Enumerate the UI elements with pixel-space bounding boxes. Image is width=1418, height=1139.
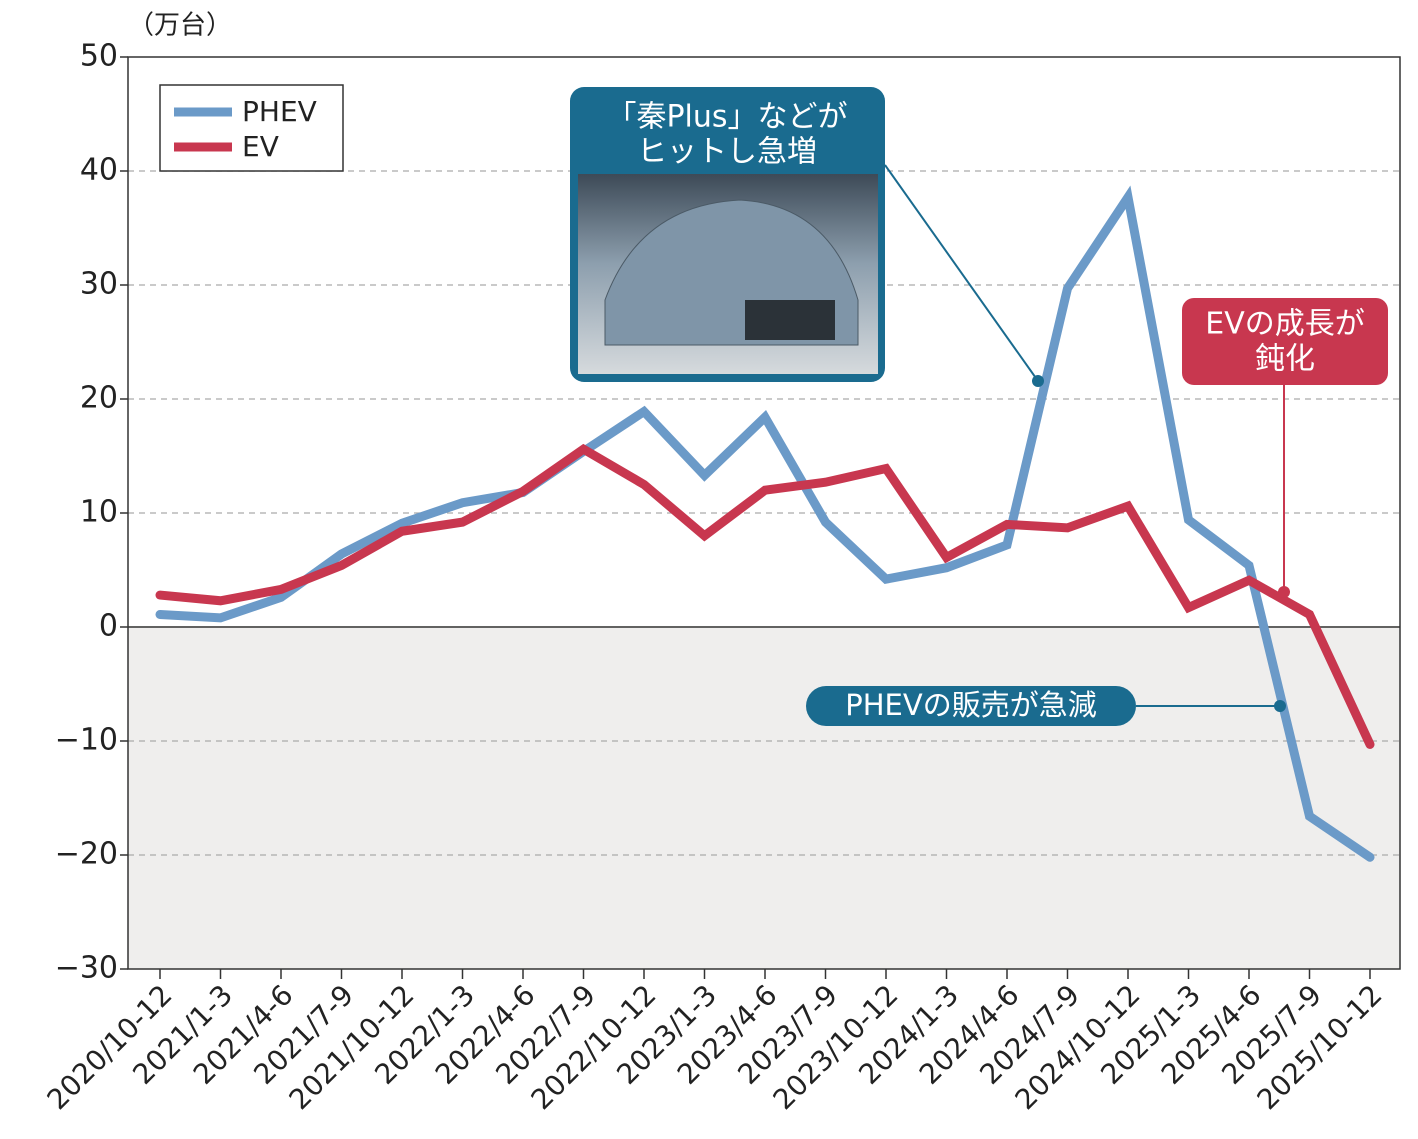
leader-dot [1278, 586, 1290, 598]
annotation-box [806, 686, 1136, 726]
y-tick-label: 20 [80, 381, 118, 416]
annotation-text: PHEVの販売が急減 [845, 688, 1096, 722]
car-grille [745, 300, 835, 340]
series-line [155, 185, 1375, 862]
y-tick-label: −10 [55, 723, 118, 758]
y-tick-label: 30 [80, 267, 118, 302]
annotation-text: 鈍化 [1255, 342, 1315, 377]
annotation: PHEVの販売が急減 [806, 686, 1286, 726]
y-tick-label: −30 [55, 951, 118, 986]
legend-label: PHEV [242, 95, 317, 128]
unit-label: （万台） [128, 11, 232, 41]
annotation-text: EVの成長が [1205, 307, 1364, 342]
annotation-text: ヒットし急増 [637, 135, 817, 170]
leader-dot [1274, 700, 1286, 712]
y-tick-label: 40 [80, 153, 118, 188]
annotation-text: 「秦Plus」などが [606, 100, 847, 135]
y-tick-label: 50 [80, 39, 118, 74]
legend-box [159, 84, 344, 172]
series-line [155, 443, 1375, 749]
legend: PHEV EV [159, 84, 344, 172]
negative-region [128, 626, 1400, 969]
y-tick-label: 10 [80, 495, 118, 530]
y-tick-label: 0 [99, 609, 118, 644]
annotation-box [1182, 298, 1388, 385]
y-tick-label: −20 [55, 837, 118, 872]
legend-label: EV [242, 130, 279, 163]
annotation: 「秦Plus」などが ヒットし急増 [570, 87, 1044, 387]
leader-dot [1032, 375, 1044, 387]
leader-line [884, 164, 1039, 382]
annotation: EVの成長が 鈍化 [1182, 298, 1388, 598]
